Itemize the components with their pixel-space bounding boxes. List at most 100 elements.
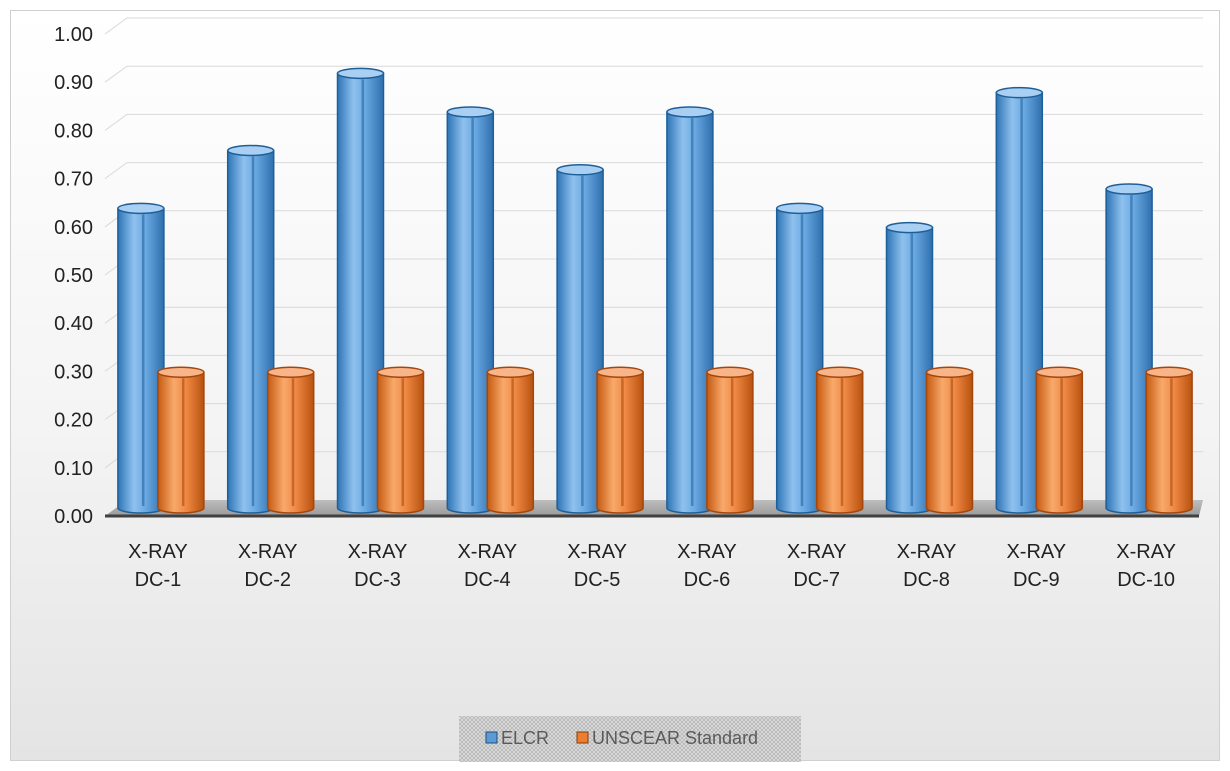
y-tick-label: 0.90 [54, 72, 93, 94]
bar-unscear-standard-8 [925, 366, 974, 514]
bar-chart: 0.00 0.10 0.20 0.30 0.40 0.50 0.60 0.70 0.80 0.90… [54, 17, 1203, 762]
x-category-label: X-RAY [1116, 541, 1176, 563]
bar-body [157, 371, 205, 514]
bar-body [925, 371, 974, 514]
y-tick-label: 1.00 [54, 24, 93, 46]
x-category-label: X-RAY [457, 541, 517, 563]
y-tick-label: 0.10 [54, 458, 93, 480]
legend-label-unscear: UNSCEAR Standard [592, 728, 758, 748]
y-tick-label: 0.20 [54, 410, 93, 432]
bar-body [336, 72, 385, 514]
bar-cap [266, 366, 315, 378]
bar-cap [1105, 183, 1153, 195]
gridline [104, 113, 1203, 131]
bar-elcr-9 [995, 86, 1044, 514]
bar-body [1105, 188, 1153, 514]
legend-label-elcr: ELCR [501, 728, 549, 748]
bar-unscear-standard-6 [706, 366, 754, 514]
bar-body [226, 149, 275, 514]
bar-body [775, 207, 824, 514]
x-category-label: X-RAY [238, 541, 298, 563]
y-tick-label: 0.50 [54, 265, 93, 287]
bar-elcr-4 [446, 106, 495, 514]
x-category-label: DC-2 [244, 569, 291, 591]
bar-unscear-standard-5 [596, 366, 644, 514]
bar-elcr-10 [1105, 183, 1153, 514]
y-tick-label: 0.00 [54, 506, 93, 528]
gridline [104, 17, 1203, 35]
x-category-label: DC-9 [1013, 569, 1060, 591]
bar-cap [815, 366, 864, 378]
bar-unscear-standard-7 [815, 366, 864, 514]
bar-cap [556, 164, 604, 176]
x-category-label: DC-4 [464, 569, 511, 591]
bar-elcr-8 [885, 221, 934, 514]
x-category-label: X-RAY [567, 541, 627, 563]
bar-unscear-standard-10 [1145, 366, 1193, 514]
bar-cap [995, 86, 1044, 99]
bar-cap [706, 366, 754, 378]
x-category-label: X-RAY [1006, 541, 1066, 563]
x-category-label: X-RAY [897, 541, 957, 563]
bar-cap [376, 366, 425, 378]
bar-body [266, 371, 315, 514]
legend-box [459, 716, 801, 762]
bar-cap [1035, 366, 1084, 378]
y-tick-label: 0.40 [54, 313, 93, 335]
x-category-label: DC-8 [903, 569, 950, 591]
x-category-label: X-RAY [677, 541, 737, 563]
bar-body [486, 371, 535, 514]
bar-cap [336, 67, 385, 80]
x-category-label: X-RAY [128, 541, 188, 563]
gridline [104, 162, 1203, 180]
bar-cap [925, 366, 974, 378]
bar-unscear-standard-3 [376, 366, 425, 514]
bar-elcr-3 [336, 67, 385, 514]
bar-elcr-5 [556, 164, 604, 514]
bar-body [117, 207, 165, 514]
bar-unscear-standard-4 [486, 366, 535, 514]
bar-body [995, 91, 1044, 514]
x-category-label: DC-6 [684, 569, 731, 591]
bar-cap [446, 106, 495, 118]
bar-cap [666, 106, 714, 118]
y-tick-label: 0.70 [54, 169, 93, 191]
gridline [104, 65, 1203, 83]
x-category-label: DC-10 [1117, 569, 1175, 591]
x-category-label: DC-3 [354, 569, 401, 591]
bar-elcr-1 [117, 202, 165, 514]
bar-unscear-standard-1 [157, 366, 205, 514]
bar-elcr-6 [666, 106, 714, 514]
bar-unscear-standard-9 [1035, 366, 1084, 514]
bar-cap [226, 144, 275, 157]
bar-body [446, 111, 495, 514]
bar-body [706, 371, 754, 514]
bar-cap [775, 202, 824, 215]
bar-body [556, 169, 604, 514]
chart-frame: 0.00 0.10 0.20 0.30 0.40 0.50 0.60 0.70 0.80 0.90… [10, 10, 1220, 762]
x-category-label: X-RAY [348, 541, 408, 563]
bar-body [666, 111, 714, 514]
bar-cap [596, 366, 644, 378]
bar-body [885, 226, 934, 514]
bar-body [1035, 371, 1084, 514]
bar-body [815, 371, 864, 514]
x-category-label: DC-7 [793, 569, 840, 591]
legend: ELCR UNSCEAR Standard [459, 716, 801, 762]
bar-cap [885, 221, 934, 234]
bar-elcr-2 [226, 144, 275, 514]
bar-body [376, 371, 425, 514]
bar-cap [1145, 366, 1193, 378]
bar-cap [486, 366, 535, 378]
bar-body [596, 371, 644, 514]
y-tick-label: 0.30 [54, 361, 93, 383]
legend-swatch-unscear [576, 731, 589, 744]
bar-elcr-7 [775, 202, 824, 514]
x-category-label: X-RAY [787, 541, 847, 563]
bar-unscear-standard-2 [266, 366, 315, 514]
bar-cap [157, 366, 205, 378]
bar-cap [117, 202, 165, 215]
x-category-label: DC-1 [135, 569, 182, 591]
bar-body [1145, 371, 1193, 514]
legend-swatch-elcr [485, 731, 498, 744]
